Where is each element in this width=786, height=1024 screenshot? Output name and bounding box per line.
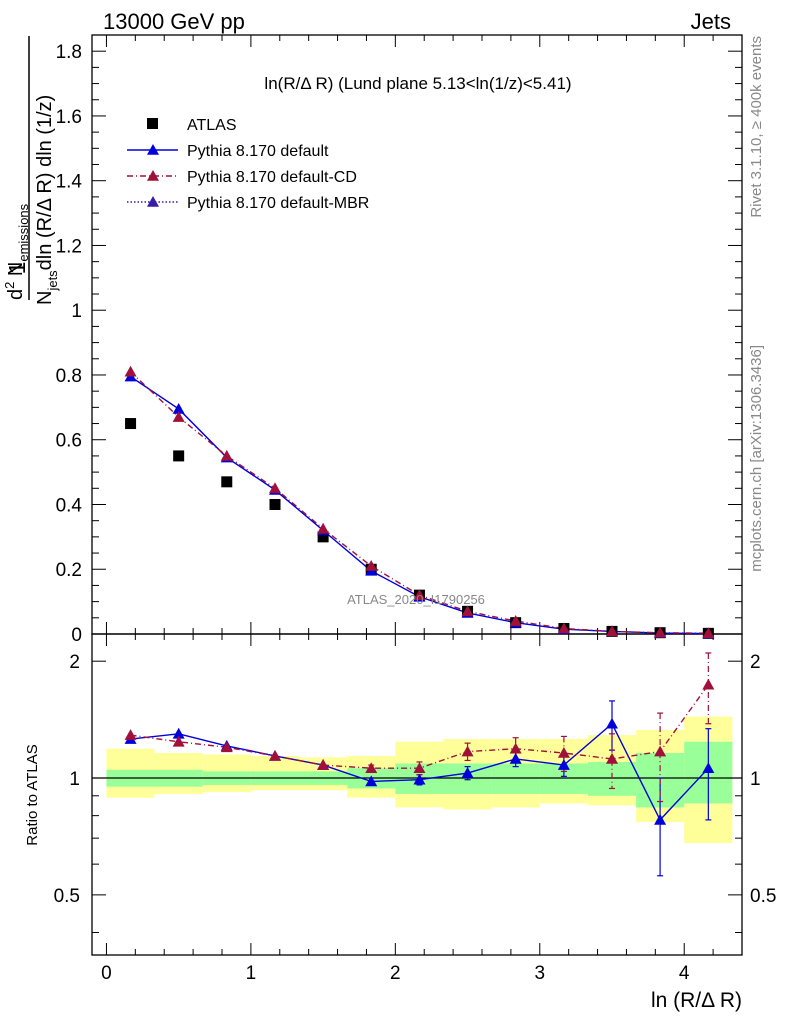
y-tick-label: 1.2 [56, 236, 82, 257]
ratio-y-tick-label-right: 0.5 [750, 886, 776, 907]
y-axis-label: 1 d2 Nemissions Njetsdln (R/Δ R) dln (1/… [2, 36, 60, 305]
series-point-ratio [509, 742, 522, 754]
rivet-label: Rivet 3.1.10, ≥ 400k events [748, 36, 765, 218]
y-tick-label: 1.6 [56, 107, 82, 128]
series-point-ratio [172, 727, 185, 739]
x-tick-label: 1 [246, 963, 257, 984]
ratio-y-tick-label: 0.5 [54, 886, 80, 907]
x-tick-label: 0 [101, 963, 112, 984]
stat-band-bin [491, 763, 540, 794]
ratio-y-tick-label-right: 1 [750, 769, 761, 790]
plot-frames [91, 34, 743, 956]
series-point-main [413, 589, 426, 600]
legend-marker [147, 196, 159, 207]
series-point-ratio [702, 762, 715, 774]
legend-label: Pythia 8.170 default-CD [187, 169, 357, 186]
atlas-point [269, 498, 281, 510]
ratio-y-tick-label: 2 [69, 652, 80, 673]
legend-marker [147, 144, 159, 155]
x-tick-label: 2 [390, 963, 401, 984]
series-point-ratio [654, 813, 667, 825]
y-tick-label: 0.2 [56, 560, 82, 581]
y-tick-label: 1.8 [56, 42, 82, 63]
data-markers [124, 365, 715, 825]
legend-marker [147, 170, 159, 181]
header-right: Jets [691, 9, 731, 34]
series-point-ratio [461, 745, 474, 757]
atlas-point [125, 418, 137, 430]
ratio-uncertainty-bands [92, 716, 742, 844]
legend: ATLAS Pythia 8.170 default Pythia 8.170 de… [127, 117, 369, 212]
series-point-main [461, 605, 474, 617]
y-tick-label: 1 [71, 301, 82, 322]
series-point-main [509, 615, 522, 626]
atlas-point [173, 450, 185, 462]
ratio-frame [91, 633, 743, 956]
series-point-ratio [365, 775, 378, 787]
series-point-main [365, 560, 378, 571]
y-tick-label: 1.4 [56, 172, 83, 193]
series-point-ratio [606, 752, 618, 764]
series-point-ratio [365, 762, 378, 774]
stat-band-bin [587, 761, 637, 796]
series-point-main [269, 482, 282, 494]
atlas-point [221, 476, 233, 488]
series-point-ratio [654, 745, 667, 757]
series-point-ratio [557, 747, 570, 758]
watermark: ATLAS_2020_I1790256 [347, 592, 485, 607]
svg-text:d2 Nemissions: d2 Nemissions [2, 203, 31, 300]
x-tick-label: 3 [534, 963, 545, 984]
series-point-main [654, 626, 667, 638]
x-tick-label: 4 [679, 963, 690, 984]
series-point-ratio [413, 762, 426, 774]
series-point-main [317, 522, 330, 534]
series-point-ratio [220, 741, 233, 753]
ratio-y-tick-label: 1 [69, 769, 80, 790]
series-point-ratio [461, 767, 474, 778]
x-axis-label: ln (R/Δ R) [651, 989, 742, 1012]
series-point-main [172, 411, 185, 422]
legend-marker [147, 118, 158, 129]
legend-label: Pythia 8.170 default-MBR [187, 195, 369, 212]
series-point-ratio [606, 717, 618, 729]
series-point-ratio [172, 735, 185, 747]
series-point-ratio [124, 729, 137, 740]
ratio-y-tick-label-right: 2 [750, 652, 761, 673]
y-tick-label: 0.4 [56, 495, 83, 516]
series-point-main [172, 402, 185, 414]
series-point-main [124, 365, 137, 377]
ratio-y-axis-label: Ratio to ATLAS [24, 744, 41, 845]
y-tick-label: 0.8 [56, 366, 82, 387]
series-point-main [606, 625, 618, 637]
legend-label: Pythia 8.170 default [187, 143, 329, 160]
mcplots-label: mcplots.cern.ch [arXiv:1306.3436] [748, 345, 765, 572]
series-point-main [557, 622, 570, 634]
chart-title: ln(R/Δ R) (Lund plane 5.13<ln(1/z)<5.41) [264, 74, 571, 93]
series-point-main [702, 627, 715, 638]
series-point-ratio [557, 759, 570, 770]
svg-text:1: 1 [4, 262, 30, 275]
axis-ticks: 0 1 2 3 4 0 0.2 0.4 0.6 0.8 1 1.2 1.4 1.6 1.8 0.5 0.5 1 1 2… [54, 34, 776, 984]
series-point-ratio [413, 773, 426, 785]
legend-label: ATLAS [187, 117, 237, 134]
y-tick-label: 0 [71, 625, 82, 646]
atlas-point [317, 531, 329, 543]
series-point-main [220, 449, 233, 461]
series-point-ratio [509, 752, 522, 764]
y-tick-label: 0.6 [56, 431, 82, 452]
series-point-ratio [702, 678, 715, 690]
header-left: 13000 GeV pp [103, 9, 245, 34]
series-point-ratio [269, 749, 282, 761]
series-point-ratio [317, 759, 330, 770]
svg-text:Njetsdln (R/Δ R) dln (1/z): Njetsdln (R/Δ R) dln (1/z) [34, 95, 60, 305]
